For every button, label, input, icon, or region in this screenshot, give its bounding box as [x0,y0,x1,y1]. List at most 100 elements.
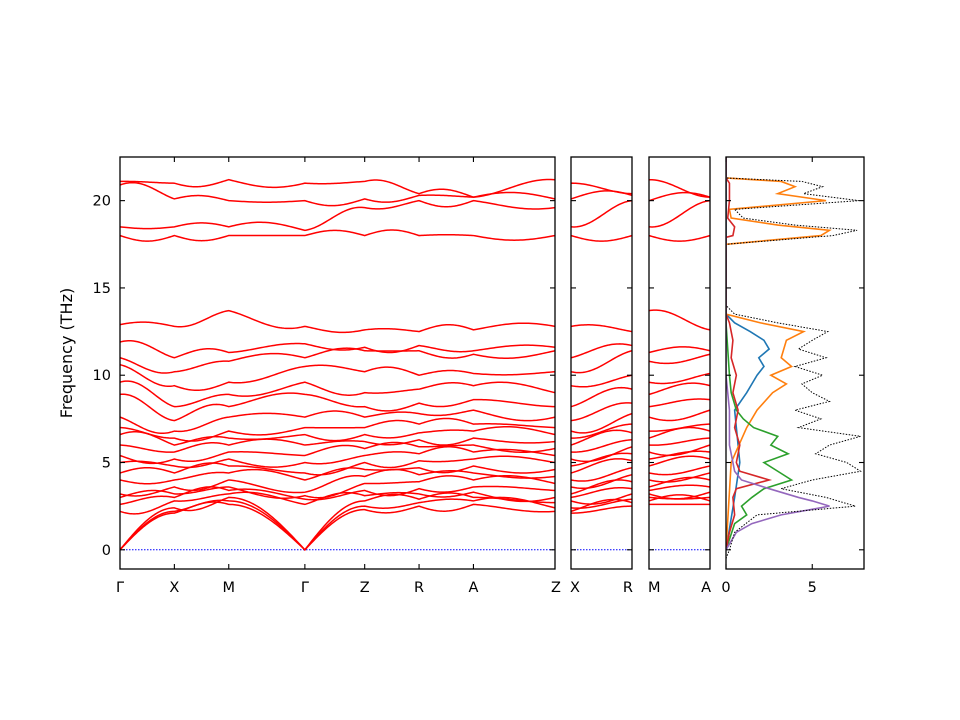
panel-frame-3 [648,156,711,570]
x-tick-label: X [570,580,580,596]
band-line [120,468,555,497]
band-line [649,484,710,492]
band-line [649,346,710,354]
band-line [120,178,555,198]
x-tick-label: A [468,580,478,596]
band-line [649,426,710,439]
band-line [649,472,710,483]
x-tick-label: Γ [301,580,309,596]
panel-frame-4 [725,156,865,570]
band-line [571,458,632,474]
band-line [571,423,632,439]
band-line [649,455,710,467]
band-line [571,324,632,333]
band-line [649,476,710,488]
band-line [571,493,632,505]
band-line [120,465,555,485]
band-line [649,178,710,198]
band-line [571,429,632,446]
band-line [120,446,555,469]
band-line [120,409,555,435]
x-tick-label: Γ [116,580,124,596]
band-line [120,364,555,392]
band-line [120,441,555,465]
x-tick-label: X [169,580,179,596]
band-line [120,199,555,232]
projected-dos-curve-2 [726,157,832,550]
y-tick-label: 0 [102,543,111,559]
band-line [649,199,710,228]
band-line [649,353,710,365]
band-line [649,372,710,385]
band-line [571,498,632,509]
x-tick-label: Z [360,580,370,596]
band-panel-1 [120,178,555,551]
x-tick-label: M [222,580,235,596]
y-tick-label: 10 [93,368,111,384]
projected-dos-curve-1 [726,157,771,550]
band-line [649,409,710,422]
band-line [120,380,555,408]
panel-frame-2 [570,156,633,570]
x-tick-label: A [701,580,711,596]
band-line [571,486,632,499]
band-line [649,491,710,500]
band-line [120,181,555,207]
band-panel-2 [571,182,632,551]
band-line [571,386,632,408]
dos-x-tick-label: 5 [808,580,817,596]
dos-curves [726,157,862,559]
x-tick-label: R [414,580,424,596]
projected-dos-curve-3 [726,157,794,551]
band-line [571,234,632,242]
y-tick-label: 20 [93,194,111,210]
band-line [571,446,632,463]
band-line [649,423,710,432]
projected-dos-curve-5 [726,157,830,551]
band-line [571,439,632,453]
band-structure-lines [120,178,710,551]
band-line [649,398,710,408]
dos-x-tick-label: 0 [721,580,730,596]
band-line [649,450,710,460]
band-line [649,465,710,476]
y-tick-label: 15 [93,281,111,297]
band-line [649,191,710,202]
band-line [571,190,632,200]
total-dos-curve [726,157,862,559]
panel-frame-1 [119,156,556,570]
band-line [649,309,710,331]
band-line [120,392,555,422]
band-line [571,343,632,359]
band-line [120,491,555,515]
band-line [120,229,555,242]
band-line [120,496,555,551]
y-tick-label: 5 [102,456,111,472]
band-line [120,437,555,453]
band-line [649,234,710,242]
band-line [571,452,632,467]
projected-dos-curve-4 [726,157,773,550]
band-line [571,473,632,490]
x-tick-label: M [648,580,661,596]
band-line [571,412,632,434]
panel-frames [119,156,865,570]
band-line [120,309,555,334]
band-line [120,474,555,499]
x-tick-label: Z [551,580,561,596]
band-line [649,444,710,457]
x-tick-label: R [623,580,633,596]
band-line [571,505,632,514]
band-line [571,182,632,195]
band-line [120,417,555,442]
band-line [571,374,632,388]
band-line [120,339,555,359]
band-line [571,402,632,422]
axis-ticks [120,157,864,569]
y-axis-label: Frequency (THz) [57,288,76,418]
band-line [649,382,710,396]
band-line [120,347,555,374]
band-panel-3 [649,178,710,551]
band-line [649,437,710,446]
